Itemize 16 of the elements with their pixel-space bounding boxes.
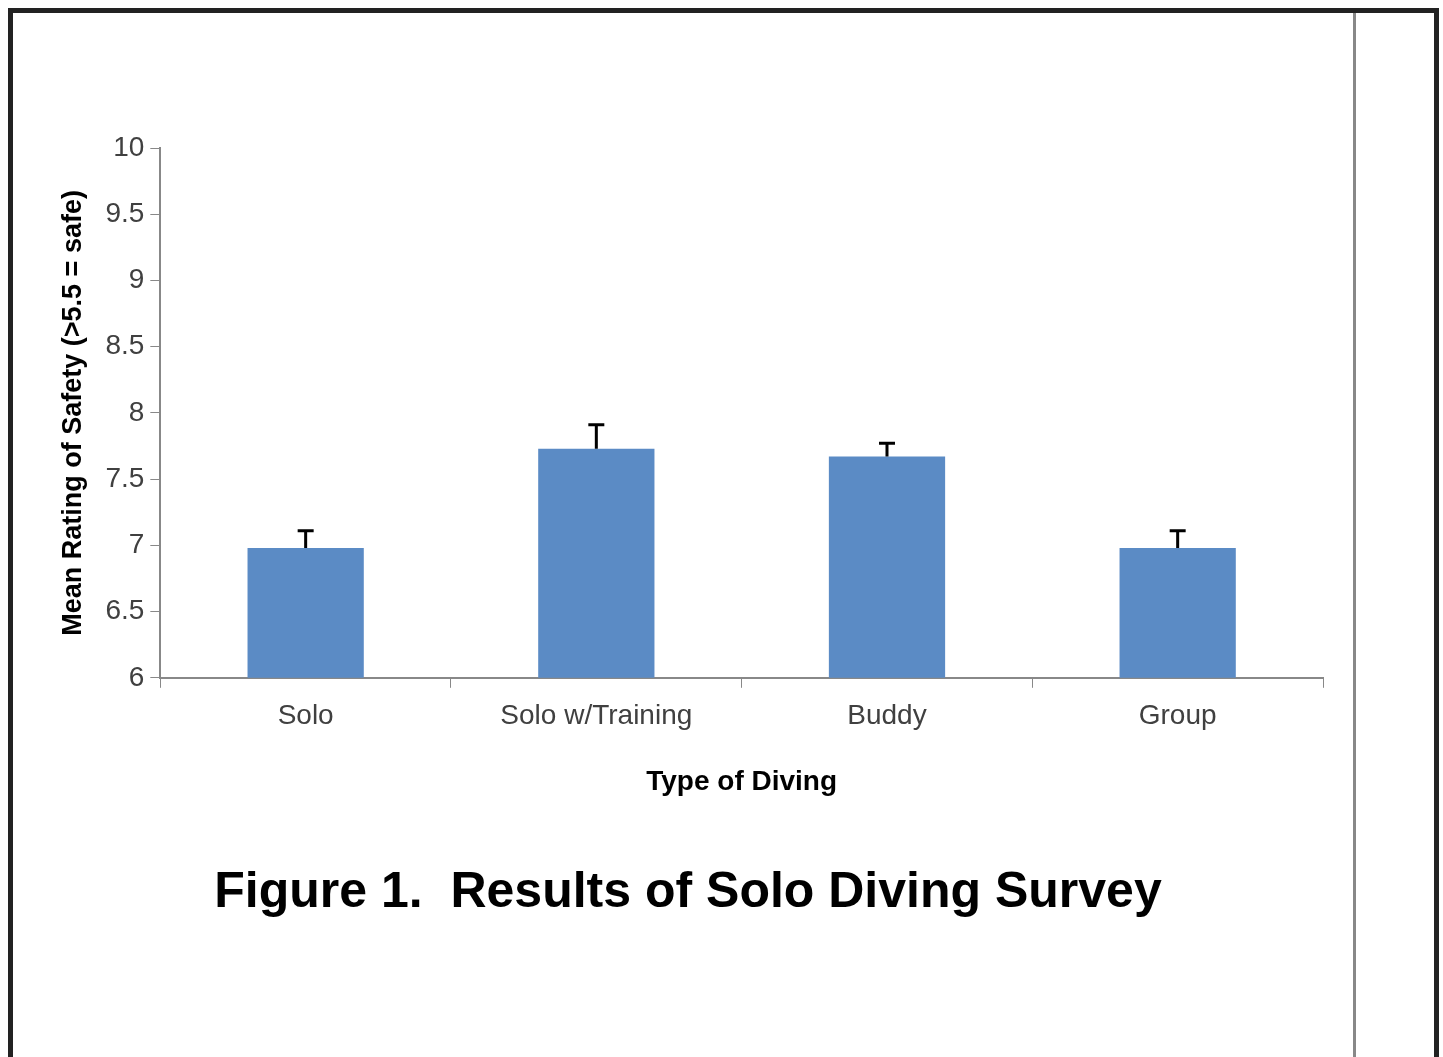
x-tick-label: Solo w/Training [500,699,693,731]
x-tick-label: Solo [277,699,334,731]
y-tick-label: 9.5 [105,196,145,228]
y-tick-label: 7 [128,528,145,560]
y-tick-label: 9 [128,263,145,295]
y-axis-title: Mean Rating of Safety (>5.5 = safe) [56,190,87,636]
x-tick-label: Buddy [847,699,927,731]
x-tick-label: Group [1138,699,1217,731]
text: Figure 1. Results of Solo Diving Survey [214,861,1162,918]
y-tick-label: 10 [113,130,145,162]
y-tick-label: 8.5 [105,329,145,361]
y-tick-label: 6 [128,660,145,692]
x-axis-title: Type of Diving [646,764,838,796]
y-tick-label: 8 [128,395,145,427]
y-tick-label: 6.5 [105,594,145,626]
y-tick-label: 7.5 [105,461,145,493]
